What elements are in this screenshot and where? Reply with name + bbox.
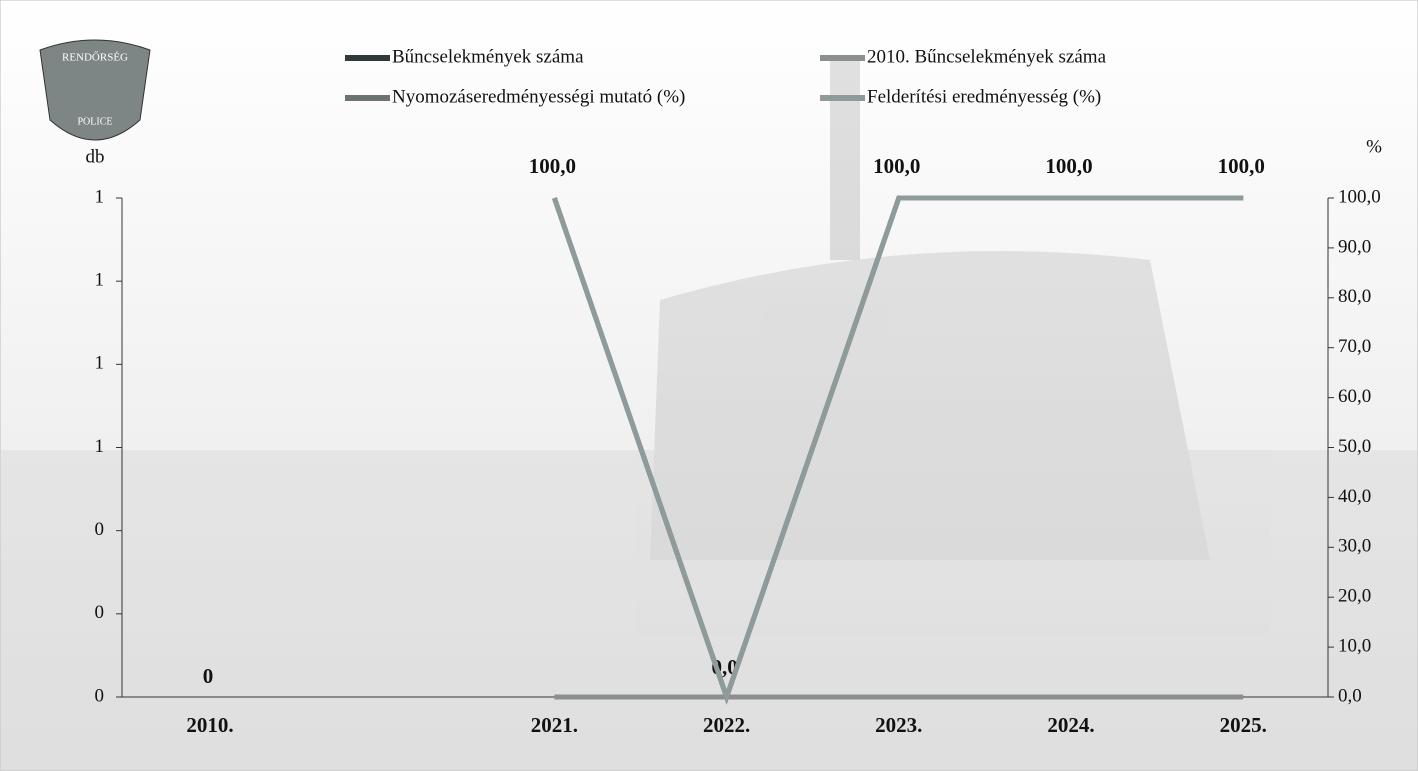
y2-tick-label: 30,0 [1338,536,1371,557]
data-label: 100,0 [1218,154,1265,178]
y2-tick-label: 80,0 [1338,286,1371,307]
legend-label: Bűncselekmények száma [392,46,584,67]
y-tick-label: 0 [95,685,105,706]
logo: RENDŐRSÉG POLICE [39,39,151,141]
y2-tick-label: 90,0 [1338,236,1371,257]
legend-swatch [820,95,865,101]
y2-tick-label: 100,0 [1338,186,1381,207]
y2-tick-label: 20,0 [1338,586,1371,607]
y2-tick-label: 70,0 [1338,336,1371,357]
data-label: 100,0 [529,154,576,178]
y-tick-label: 0 [95,519,105,540]
y2-tick-label: 60,0 [1338,386,1371,407]
y2-axis-title: % [1366,136,1382,157]
y-tick-label: 1 [95,270,105,291]
y2-tick-label: 10,0 [1338,635,1371,656]
x-tick-label: 2024. [1047,713,1094,737]
y-tick-label: 1 [95,353,105,374]
legend-swatch [345,95,390,101]
y-tick-label: 1 [95,436,105,457]
legend-swatch [345,55,390,61]
y2-tick-label: 40,0 [1338,486,1371,507]
building [0,60,1418,771]
logo-top: RENDŐRSÉG [62,52,128,64]
y-tick-label: 0 [95,602,105,623]
data-label: 100,0 [1045,154,1092,178]
legend-label: Nyomozáseredményességi mutató (%) [392,86,685,107]
x-tick-label: 2010. [186,713,233,737]
x-tick-label: 2025. [1220,713,1267,737]
bar-value-label: 0 [203,664,214,688]
legend-label: 2010. Bűncselekmények száma [867,46,1107,67]
x-tick-label: 2022. [703,713,750,737]
data-label: 100,0 [873,154,920,178]
y2-tick-label: 50,0 [1338,436,1371,457]
legend-label: Felderítési eredményesség (%) [867,86,1101,107]
y-axis-title: db [86,146,105,167]
y2-tick-label: 0,0 [1338,685,1362,706]
y-tick-label: 1 [95,186,105,207]
x-tick-label: 2021. [531,713,578,737]
legend-swatch [820,55,865,61]
logo-bottom: POLICE [78,116,113,127]
line [552,195,1244,705]
x-tick-label: 2023. [875,713,922,737]
